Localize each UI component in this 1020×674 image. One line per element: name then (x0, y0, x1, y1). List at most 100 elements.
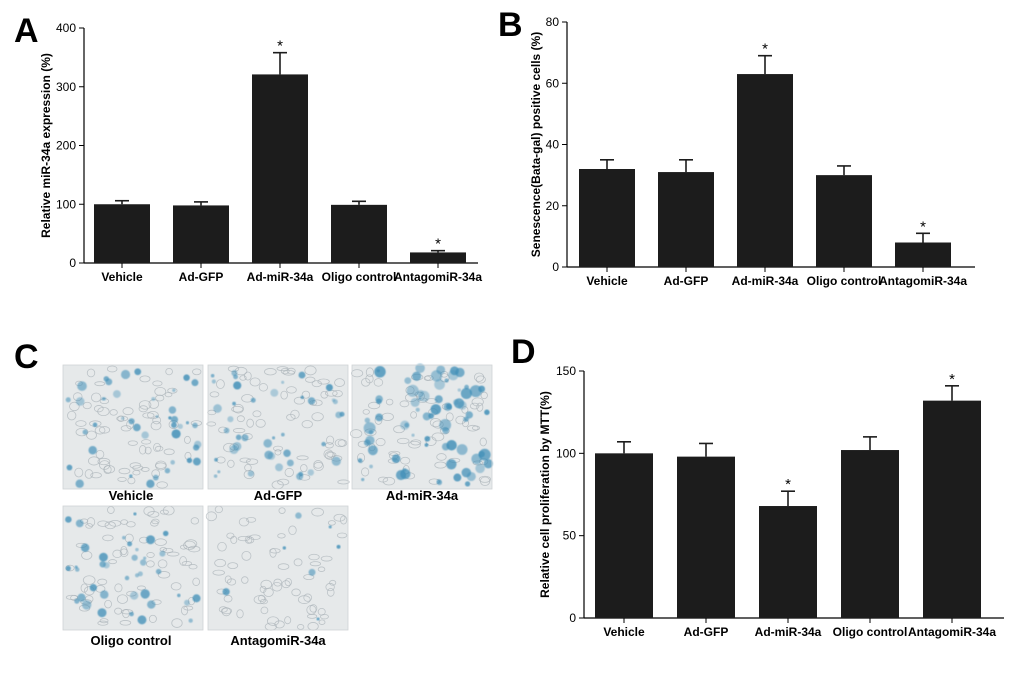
y-tick-label: 100 (56, 197, 76, 211)
cell-outline (399, 400, 410, 408)
cell-outline (163, 448, 175, 456)
cell-outline (293, 396, 306, 405)
cell-outline (425, 436, 437, 446)
micrograph-caption-ad-mir-34a: Ad-miR-34a (386, 488, 459, 503)
stain-spot (155, 568, 162, 575)
stain-spot (100, 590, 109, 599)
cell-outline (209, 391, 220, 398)
y-tick-label: 300 (56, 80, 76, 94)
cell-outline (361, 377, 371, 387)
stain-spot (328, 525, 332, 529)
bar (331, 204, 387, 263)
y-tick-label: 0 (552, 260, 559, 274)
cell-outline (138, 400, 152, 410)
cell-outline (361, 467, 370, 477)
stain-spot (358, 459, 363, 464)
cell-outline (290, 409, 300, 420)
cell-outline (132, 469, 141, 476)
stain-spot (213, 474, 218, 478)
cell-outline (332, 389, 343, 398)
cell-outline (373, 378, 384, 387)
cell-outline (264, 368, 277, 376)
cell-outline (259, 585, 267, 593)
stain-spot (77, 381, 87, 391)
cell-outline (226, 578, 237, 586)
x-tick-label: Ad-miR-34a (732, 274, 799, 288)
cell-outline (337, 479, 350, 485)
cell-outline (183, 605, 194, 611)
micrograph-ad-mir-34a (350, 363, 493, 490)
cell-outline (147, 511, 160, 518)
stain-spot (232, 441, 242, 451)
cell-outline (86, 517, 96, 527)
cell-outline (304, 365, 317, 376)
cell-outline (301, 420, 313, 429)
cell-outline (119, 548, 129, 558)
stain-spot (453, 473, 462, 482)
cell-outline (192, 368, 202, 376)
y-axis-label: Relative cell proliferation by MTT(%) (538, 391, 552, 598)
cell-outline (232, 403, 244, 414)
bar (759, 506, 817, 618)
stain-spot (146, 535, 156, 545)
stain-spot (210, 373, 215, 378)
cell-outline (157, 559, 168, 569)
bar (895, 242, 951, 267)
cell-outline (238, 517, 250, 527)
cell-outline (365, 367, 374, 378)
micrograph-frame (351, 364, 493, 490)
cell-outline (245, 458, 259, 465)
cell-outline (74, 467, 84, 478)
cell-outline (336, 532, 348, 539)
cell-outline (317, 378, 330, 385)
cell-outline (165, 367, 173, 376)
stain-spot (188, 618, 193, 623)
stain-spot (97, 608, 107, 618)
x-tick-label: Ad-miR-34a (247, 270, 314, 284)
stain-spot (272, 436, 276, 440)
cell-outline (350, 429, 363, 439)
cell-outline (479, 437, 487, 447)
cell-outline (140, 467, 150, 472)
y-axis-label: Relative miR-34a expression (%) (39, 53, 53, 238)
cell-outline (252, 410, 262, 418)
cell-outline (467, 424, 479, 432)
cell-outline (119, 620, 132, 626)
micrograph-caption-antagomir-34a: AntagomiR-34a (230, 633, 326, 648)
stain-spot (141, 431, 149, 439)
cell-outline (277, 533, 286, 539)
cell-outline (218, 606, 228, 613)
cell-outline (136, 585, 146, 591)
cell-outline (214, 558, 227, 568)
cell-outline (326, 435, 335, 445)
stain-spot (192, 594, 201, 603)
stain-spot (428, 413, 434, 419)
cell-outline (226, 532, 235, 539)
cell-outline (278, 507, 286, 514)
cell-outline (431, 432, 445, 442)
stain-spot (369, 464, 373, 469)
cell-outline (243, 470, 255, 480)
stain-spot (295, 512, 302, 519)
bar (923, 400, 981, 618)
stain-spot (74, 565, 78, 569)
cell-outline (300, 464, 308, 473)
cell-outline (223, 594, 233, 603)
x-tick-label: Oligo control (322, 270, 397, 284)
cell-outline (170, 582, 182, 591)
cell-outline (116, 594, 129, 604)
stain-spot (307, 397, 316, 405)
x-tick-label: Vehicle (101, 270, 143, 284)
stain-spot (191, 379, 199, 387)
stain-spot (133, 512, 137, 516)
chart-panel-d: 0 50 100 150 Relative cell proliferation by … (538, 364, 1004, 639)
micrograph-frame (207, 505, 349, 631)
cell-outline (274, 620, 285, 629)
stain-spot (80, 543, 90, 552)
stain-spot (400, 468, 411, 480)
cell-outline (82, 401, 92, 410)
cell-outline (375, 438, 386, 447)
cell-outline (246, 516, 257, 523)
